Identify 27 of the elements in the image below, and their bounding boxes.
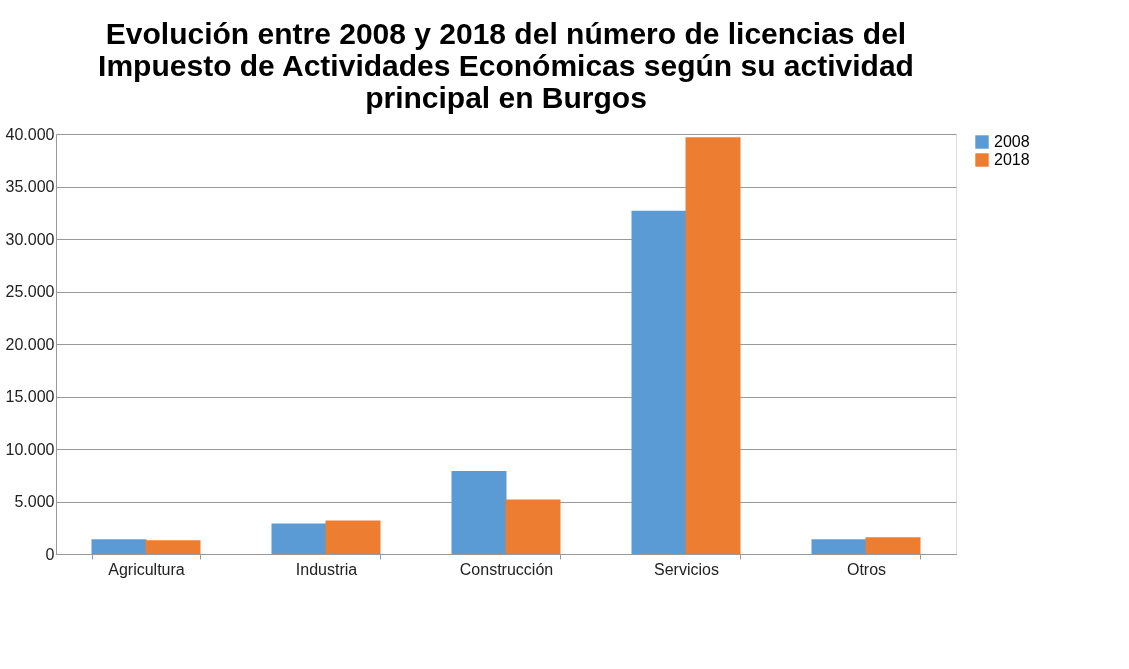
bar	[145, 540, 201, 554]
y-tick-label: 20.000	[5, 335, 55, 353]
x-tick-label: Construcción	[459, 560, 554, 578]
y-tick-label: 35.000	[5, 178, 55, 195]
legend-label: 2008	[994, 133, 1030, 150]
bar	[865, 537, 921, 554]
bar	[811, 539, 867, 554]
bar	[631, 210, 687, 554]
y-tick-label: 25.000	[5, 283, 55, 300]
x-tick-label: Agricultura	[108, 560, 185, 578]
legend-label: 2018	[994, 151, 1030, 168]
y-tick-label: 30.000	[5, 230, 55, 248]
y-tick-label: 40.000	[5, 125, 55, 143]
bar	[271, 523, 327, 554]
y-tick-label: 15.000	[5, 388, 55, 405]
x-tick-label: Otros	[846, 560, 887, 578]
bar	[451, 471, 507, 554]
bar	[505, 499, 561, 554]
x-tick-label: Servicios	[654, 560, 719, 578]
x-tick-label: Industria	[295, 560, 358, 578]
y-tick-label: 10.000	[5, 440, 55, 458]
y-tick-label: 0	[45, 545, 55, 563]
y-tick-label: 5.000	[14, 493, 55, 510]
chart-title: Evolución entre 2008 y 2018 del número de licencias del Impuesto de Actividades Económicas según su actividad principal en Burgos	[98, 17, 914, 114]
bar	[325, 520, 381, 554]
bar	[685, 137, 741, 554]
bar	[91, 539, 147, 554]
